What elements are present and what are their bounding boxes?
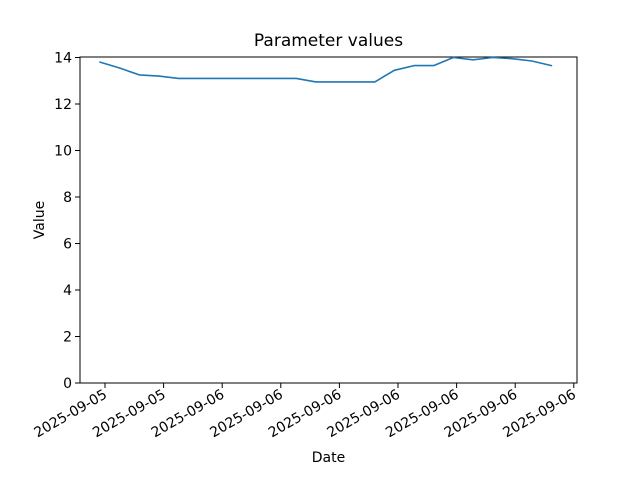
y-tick-label: 2 bbox=[63, 330, 72, 346]
x-axis-label: Date bbox=[312, 450, 345, 466]
series-line-parameter-values bbox=[99, 56, 553, 83]
y-tick-label: 10 bbox=[54, 144, 72, 160]
y-tick-label: 12 bbox=[54, 97, 72, 113]
y-tick-label: 6 bbox=[63, 237, 72, 253]
chart-title: Parameter values bbox=[254, 31, 403, 51]
axes-frame bbox=[79, 56, 578, 384]
x-axis-ticks: 2025-09-052025-09-052025-09-062025-09-06… bbox=[32, 383, 579, 441]
y-tick-label: 4 bbox=[63, 283, 72, 299]
y-tick-label: 0 bbox=[63, 376, 72, 392]
y-tick-label: 8 bbox=[63, 190, 72, 206]
y-tick-label: 14 bbox=[54, 51, 72, 67]
y-axis-label: Value bbox=[32, 201, 48, 239]
series-lines bbox=[99, 56, 553, 83]
y-axis-ticks: 0 2 4 6 8 10 12 14 bbox=[54, 51, 80, 392]
